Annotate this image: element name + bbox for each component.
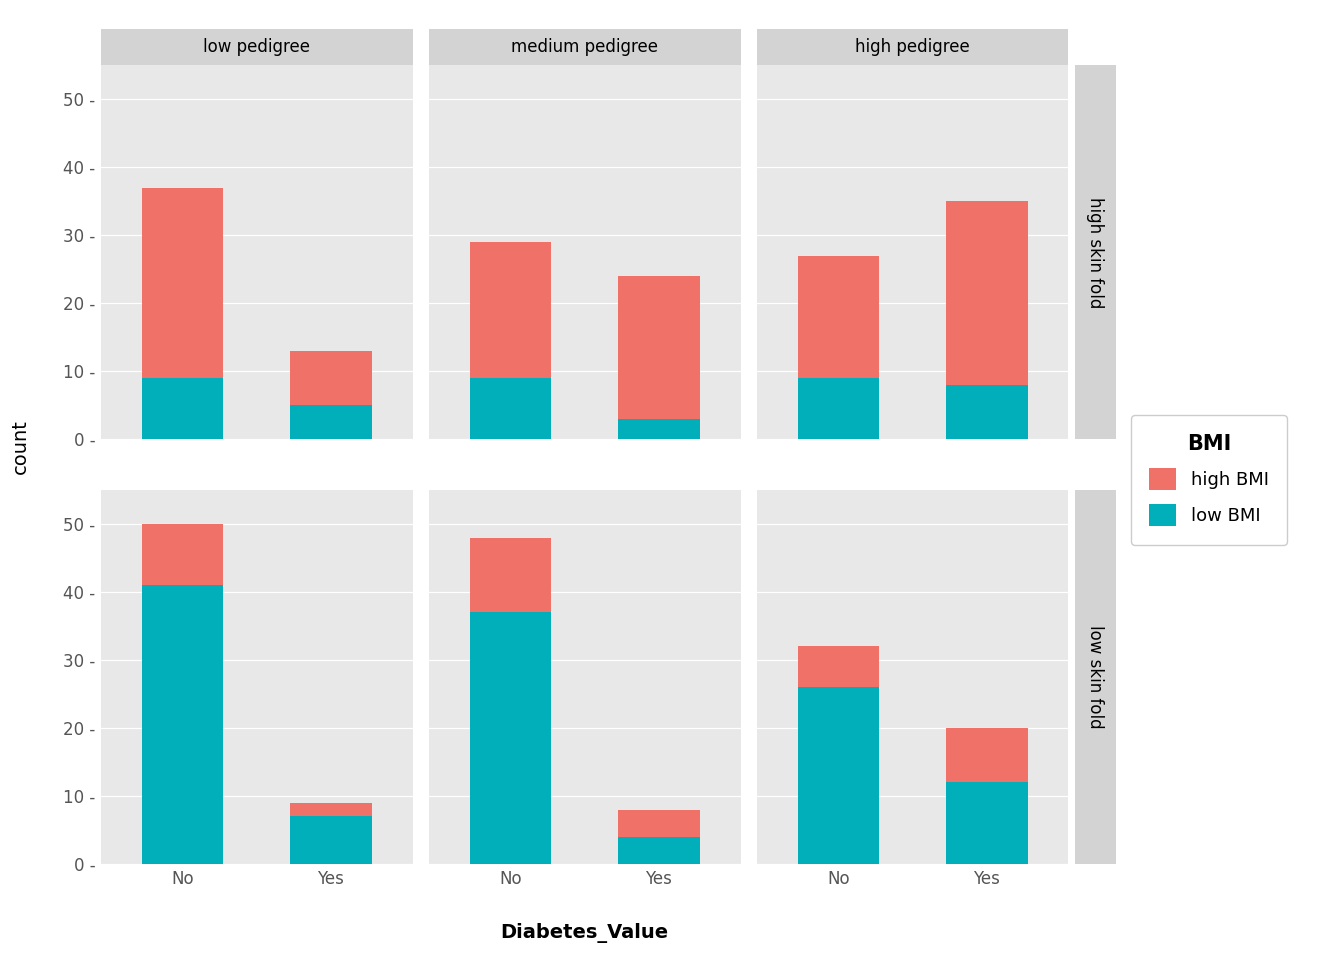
- Text: medium pedigree: medium pedigree: [511, 38, 659, 56]
- Bar: [290, 405, 372, 440]
- Text: low skin fold: low skin fold: [1086, 625, 1105, 729]
- Bar: [618, 276, 700, 419]
- Bar: [469, 242, 551, 378]
- Bar: [469, 612, 551, 864]
- Bar: [946, 782, 1028, 864]
- Bar: [469, 538, 551, 612]
- Bar: [141, 187, 223, 378]
- Bar: [618, 837, 700, 864]
- Text: count: count: [11, 419, 30, 474]
- Text: high pedigree: high pedigree: [855, 38, 970, 56]
- Bar: [290, 803, 372, 816]
- Bar: [290, 350, 372, 405]
- Legend: high BMI, low BMI: high BMI, low BMI: [1132, 416, 1288, 544]
- Text: Diabetes_Value: Diabetes_Value: [500, 924, 669, 943]
- Bar: [141, 586, 223, 864]
- Bar: [469, 378, 551, 440]
- Bar: [797, 687, 879, 864]
- Bar: [797, 646, 879, 687]
- Bar: [290, 816, 372, 864]
- Text: high skin fold: high skin fold: [1086, 197, 1105, 308]
- Bar: [618, 419, 700, 440]
- Bar: [797, 378, 879, 440]
- Bar: [141, 524, 223, 586]
- Text: low pedigree: low pedigree: [203, 38, 310, 56]
- Bar: [141, 378, 223, 440]
- Bar: [618, 809, 700, 837]
- Bar: [946, 202, 1028, 385]
- Bar: [797, 255, 879, 378]
- Bar: [946, 728, 1028, 782]
- Bar: [946, 385, 1028, 440]
